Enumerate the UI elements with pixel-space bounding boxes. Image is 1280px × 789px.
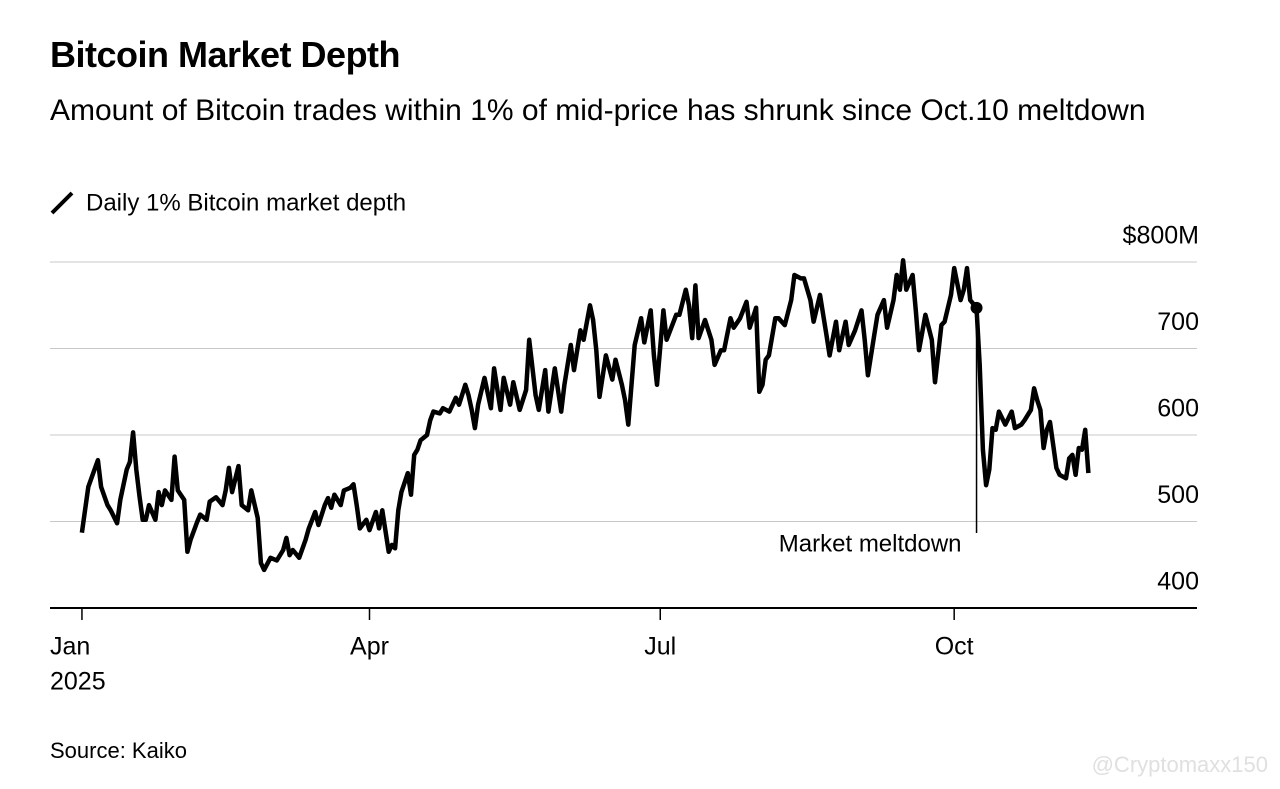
y-tick-label: 700 bbox=[1157, 308, 1199, 336]
watermark: @Cryptomaxx150 bbox=[1092, 752, 1268, 777]
y-tick-label: $800M bbox=[1123, 222, 1199, 250]
x-tick-label: Apr bbox=[350, 633, 389, 661]
y-tick-label: 600 bbox=[1157, 395, 1199, 423]
annotation-dot bbox=[970, 301, 983, 314]
source: Source: Kaiko bbox=[50, 738, 187, 763]
x-tick-label: Jan bbox=[50, 633, 90, 661]
annotation-label: Market meltdown bbox=[779, 530, 962, 557]
x-tick-label: Oct bbox=[935, 633, 974, 661]
line bbox=[79, 258, 1091, 573]
year-label: 2025 bbox=[50, 668, 106, 696]
chart-subtitle: Amount of Bitcoin trades within 1% of mi… bbox=[50, 94, 1146, 127]
legend-swatch bbox=[50, 191, 74, 215]
y-tick-label: 500 bbox=[1157, 481, 1199, 509]
y-tick-label: 400 bbox=[1157, 568, 1199, 596]
x-tick-label: Jul bbox=[644, 633, 676, 661]
legend-label: Daily 1% Bitcoin market depth bbox=[86, 189, 406, 216]
chart-title: Bitcoin Market Depth bbox=[50, 34, 401, 75]
